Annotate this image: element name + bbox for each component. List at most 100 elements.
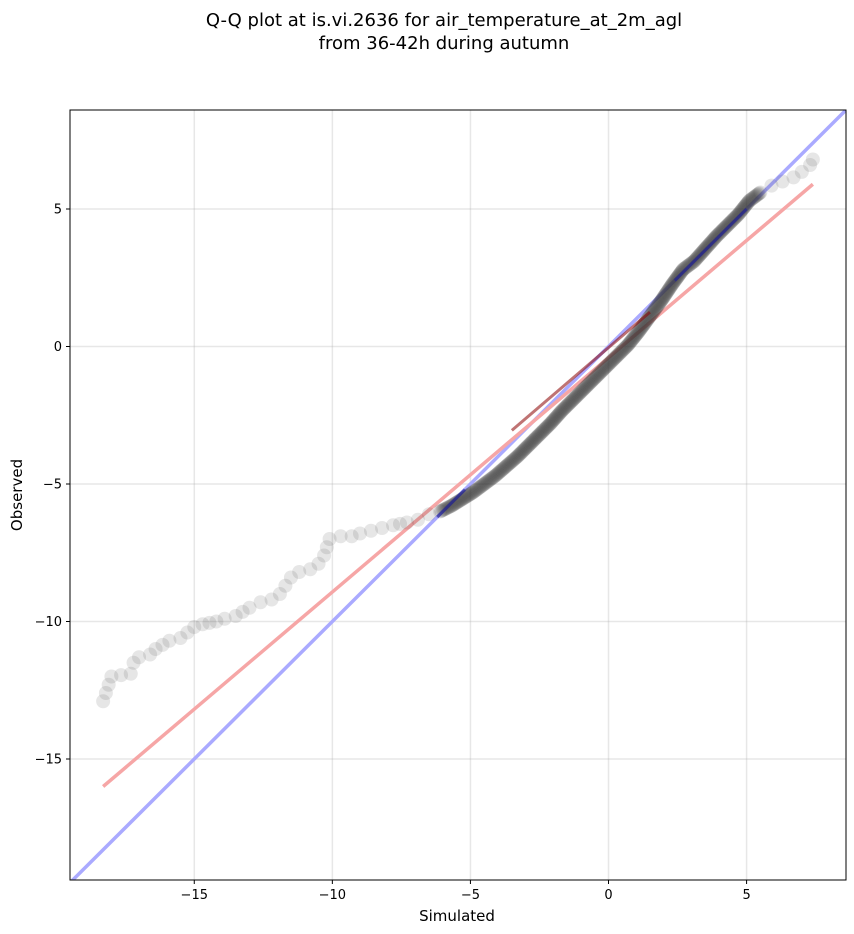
scatter-point [739, 197, 754, 212]
scatter-point [674, 264, 689, 279]
scatter-point [506, 452, 521, 467]
scatter-point [488, 468, 503, 483]
scatter-point [600, 358, 615, 373]
scatter-point [750, 187, 765, 202]
scatter-point [627, 329, 642, 344]
scatter-point [545, 414, 560, 429]
scatter-point [663, 280, 678, 295]
scatter-point [606, 352, 621, 367]
scatter-point [557, 401, 572, 416]
scatter-point [549, 409, 564, 424]
scatter-point [463, 487, 478, 502]
scatter-point [626, 330, 641, 345]
scatter-point [569, 388, 584, 403]
scatter-point [648, 301, 663, 316]
scatter-point [589, 369, 604, 384]
scatter-point [752, 186, 767, 201]
scatter-point [546, 412, 561, 427]
scatter-point [612, 346, 627, 361]
scatter-point [489, 467, 504, 482]
y-tick-label: 5 [54, 203, 62, 218]
scatter-point [541, 418, 556, 433]
scatter-point [566, 392, 581, 407]
scatter-point [617, 341, 632, 356]
scatter-point [399, 515, 414, 530]
scatter-point [614, 344, 629, 359]
scatter-point [727, 210, 742, 225]
scatter-point [677, 261, 692, 276]
scatter-point [647, 302, 662, 317]
scatter-point [716, 222, 731, 237]
scatter-points [96, 152, 820, 709]
scatter-point [503, 455, 518, 470]
scatter-point [753, 185, 768, 200]
x-axis-label: Simulated [419, 907, 495, 925]
x-tick-label: −5 [461, 888, 480, 903]
scatter-point [654, 293, 669, 308]
scatter-point [513, 446, 528, 461]
scatter-point [533, 426, 548, 441]
scatter-point [605, 353, 620, 368]
scatter-point [536, 423, 551, 438]
scatter-point [529, 430, 544, 445]
scatter-point [540, 419, 555, 434]
x-tick-label: −10 [319, 888, 346, 903]
scatter-point [650, 298, 665, 313]
scatter-point [644, 307, 659, 322]
scatter-point [735, 202, 750, 216]
scatter-point [180, 625, 195, 640]
scatter-point [658, 287, 673, 302]
scatter-point [718, 220, 733, 235]
scatter-point [544, 415, 559, 430]
scatter-point [794, 164, 809, 179]
scatter-point [482, 473, 497, 488]
scatter-point [530, 429, 545, 444]
scatter-point [504, 454, 519, 469]
scatter-point [647, 303, 662, 318]
scatter-point [552, 406, 567, 421]
scatter-point [548, 411, 563, 426]
scatter-point [503, 455, 518, 470]
scatter-point [311, 556, 326, 571]
scatter-point [719, 219, 734, 234]
scatter-point [652, 296, 667, 311]
scatter-point [609, 349, 624, 364]
scatter-point [565, 393, 580, 408]
scatter-point [465, 485, 480, 500]
scatter-point [645, 306, 659, 321]
scatter-point [509, 450, 524, 465]
scatter-point [710, 227, 725, 242]
scatter-point [656, 290, 671, 305]
scatter-point [512, 447, 527, 462]
scatter-point [235, 604, 250, 619]
scatter-point [433, 504, 448, 519]
scatter-point [659, 286, 674, 301]
scatter-point [611, 347, 626, 362]
scatter-point [745, 191, 760, 206]
scatter-point [594, 364, 609, 379]
scatter-point [591, 366, 606, 381]
scatter-point [574, 383, 589, 398]
scatter-point [597, 360, 612, 375]
y-tick-label: −10 [35, 615, 62, 630]
scatter-point [714, 224, 729, 239]
scatter-point [614, 344, 629, 359]
scatter-point [706, 233, 721, 248]
scatter-point [598, 360, 613, 375]
y-tick-label: 0 [54, 340, 62, 355]
scatter-point [661, 283, 676, 298]
scatter-point [631, 325, 646, 340]
scatter-point [557, 400, 572, 415]
scatter-point [737, 199, 752, 214]
scatter-point [651, 296, 666, 311]
scatter-point [571, 387, 586, 402]
scatter-point [375, 521, 390, 535]
scatter-point [633, 322, 648, 337]
scatter-point [123, 666, 138, 681]
scatter-point [162, 633, 177, 648]
scatter-point [662, 281, 677, 296]
scatter-point [602, 355, 617, 370]
scatter-point [554, 404, 569, 419]
scatter-point [590, 368, 605, 383]
scatter-point [586, 371, 601, 386]
